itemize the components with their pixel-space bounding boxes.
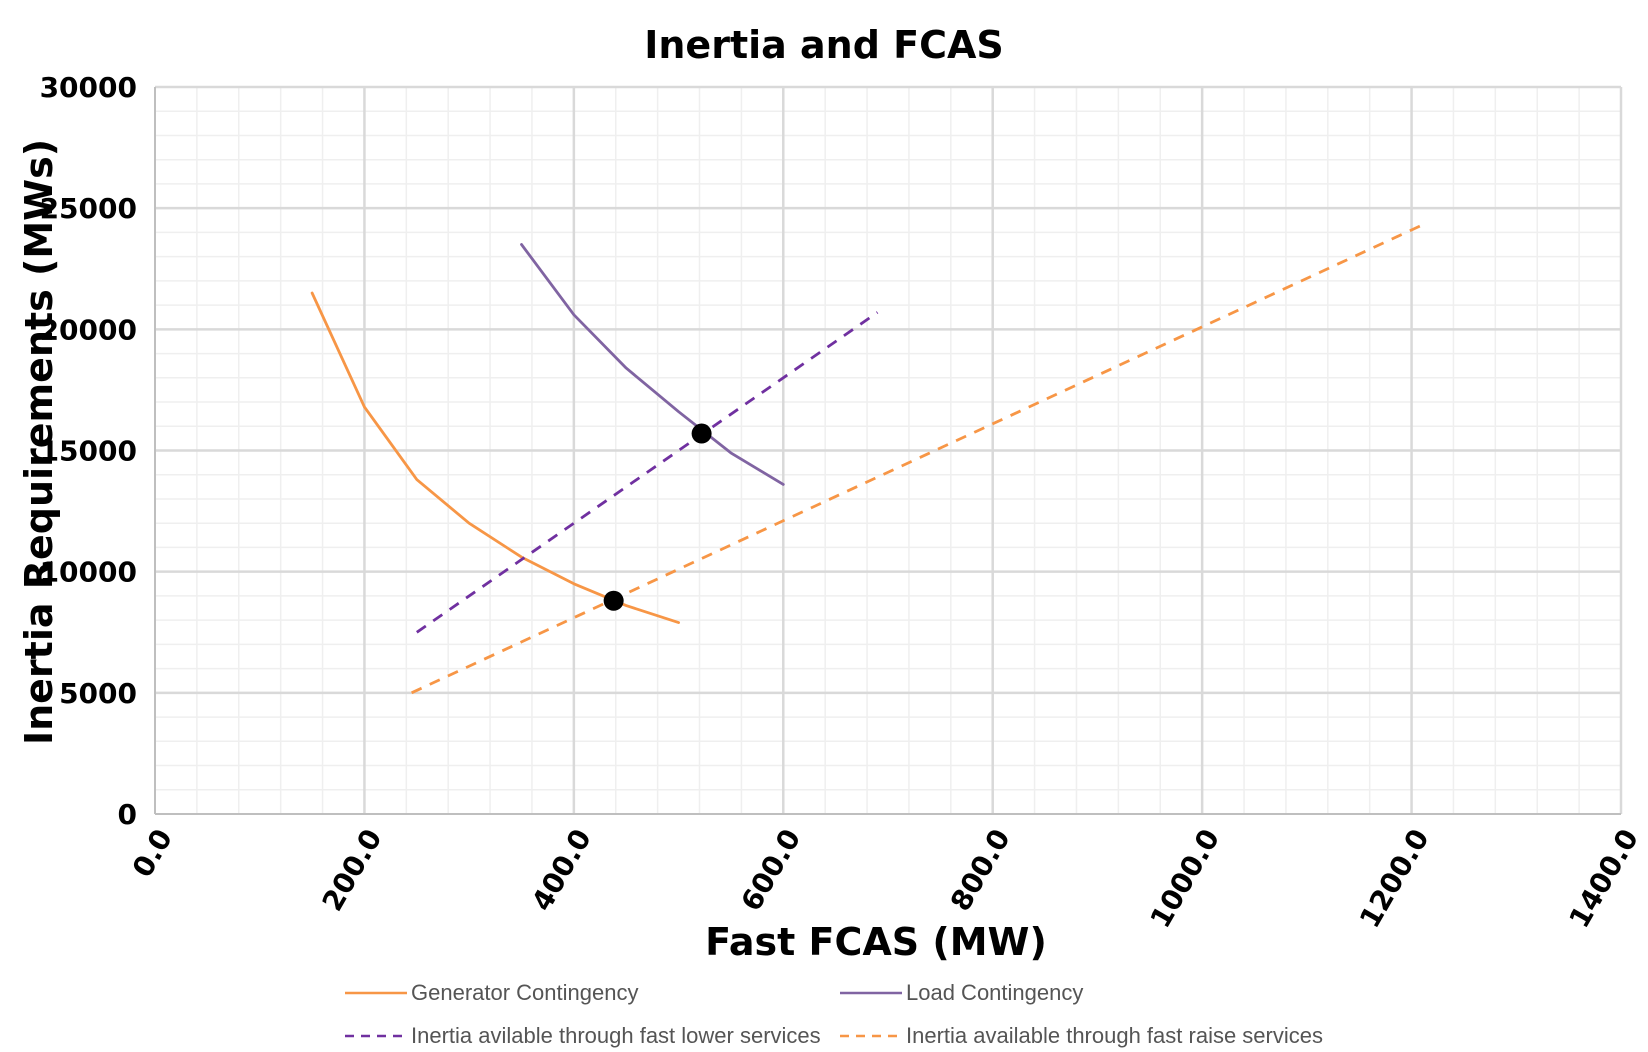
y-tick-label: 10000 (40, 556, 137, 589)
legend-item-1: Load Contingency (840, 980, 1083, 1005)
legend-label: Load Contingency (906, 980, 1083, 1005)
series-line-3 (411, 223, 1423, 695)
intersection-marker-0 (691, 423, 712, 444)
x-axis-title: Fast FCAS (MW) (705, 920, 1047, 964)
axes (154, 87, 1621, 815)
y-tick-label: 25000 (40, 192, 137, 225)
series-line-1 (520, 243, 785, 486)
y-tick-label: 30000 (40, 71, 137, 104)
intersection-marker-1 (603, 590, 624, 611)
y-tick-label: 15000 (40, 435, 137, 468)
y-tick-label: 0 (118, 798, 137, 831)
legend-label: Generator Contingency (411, 980, 638, 1005)
series-line-2 (416, 311, 879, 634)
y-tick-label: 5000 (59, 677, 137, 710)
legend-item-0: Generator Contingency (345, 980, 638, 1005)
y-axis-title: Inertia Requirements (MWs) (17, 139, 61, 745)
legend: Generator Contingency Load Contingency Ine… (345, 980, 1323, 1048)
legend-label: Inertia available through fast raise ser… (906, 1023, 1323, 1048)
intersection-markers (603, 423, 712, 611)
legend-item-2: Inertia avilable through fast lower serv… (345, 1023, 821, 1048)
y-tick-label: 20000 (40, 313, 137, 346)
y-axis-tick-labels: 0 5000 10000 15000 20000 25000 30000 (40, 71, 137, 831)
legend-item-3: Inertia available through fast raise ser… (840, 1023, 1323, 1048)
chart-title: Inertia and FCAS (644, 23, 1004, 67)
legend-label: Inertia avilable through fast lower serv… (411, 1023, 821, 1048)
major-gridlines (155, 85, 1623, 814)
